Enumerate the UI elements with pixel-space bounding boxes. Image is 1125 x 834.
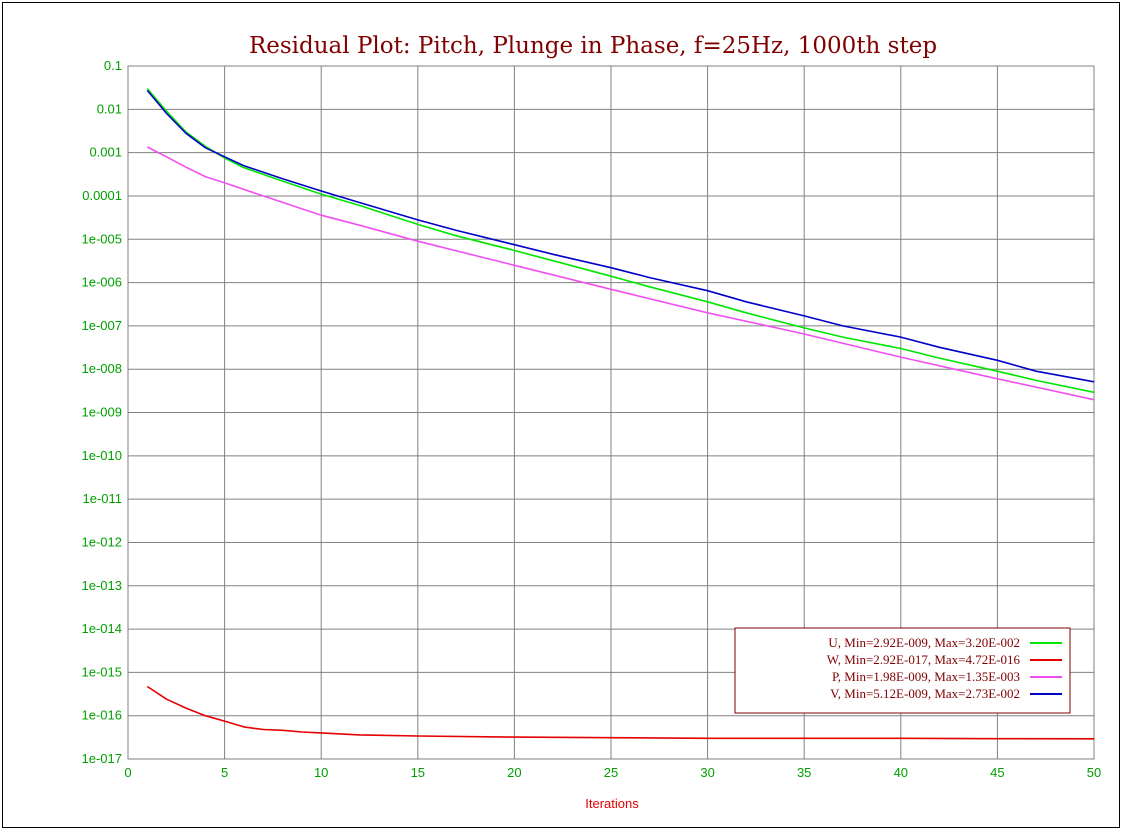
series-lines	[146, 88, 1095, 740]
y-tick-label: 1e-006	[82, 275, 122, 290]
x-tick-labels: 0 5 10 15 20 25 30 35 40 45 50	[124, 765, 1101, 780]
x-tick-label: 0	[124, 765, 131, 780]
y-tick-label: 1e-005	[82, 231, 122, 246]
legend: U, Min=2.92E-009, Max=3.20E-002 W, Min=2.…	[734, 627, 1071, 714]
x-axis-label: Iterations	[585, 796, 639, 811]
y-tick-label: 1e-013	[82, 578, 122, 593]
x-tick-label: 35	[797, 765, 811, 780]
x-tick-label: 40	[894, 765, 908, 780]
y-tick-label: 1e-007	[82, 318, 122, 333]
chart-title: Residual Plot: Pitch, Plunge in Phase, f…	[249, 33, 937, 59]
series-line-v	[146, 89, 1095, 383]
x-tick-label: 10	[314, 765, 328, 780]
x-tick-label: 5	[221, 765, 228, 780]
y-tick-labels: 1e-017 1e-016 1e-015 1e-014 1e-013 1e-012 1e-0…	[82, 58, 122, 766]
y-tick-label: 0.1	[104, 58, 122, 73]
legend-label: W, Min=2.92E-017, Max=4.72E-016	[827, 652, 1021, 667]
plot-border	[127, 65, 1095, 760]
y-tick-label: 0.0001	[82, 188, 122, 203]
y-tick-label: 1e-009	[82, 405, 122, 420]
legend-label: U, Min=2.92E-009, Max=3.20E-002	[828, 635, 1020, 650]
y-tick-label: 1e-011	[82, 491, 122, 506]
x-tick-label: 15	[411, 765, 425, 780]
y-tick-label: 1e-017	[82, 751, 122, 766]
x-tick-label: 50	[1087, 765, 1101, 780]
y-tick-label: 1e-012	[82, 534, 122, 549]
x-tick-label: 30	[700, 765, 714, 780]
y-tick-label: 1e-016	[82, 708, 122, 723]
legend-box	[734, 627, 1071, 714]
y-tick-label: 1e-015	[82, 664, 122, 679]
x-tick-label: 25	[604, 765, 618, 780]
y-tick-label: 1e-008	[82, 361, 122, 376]
legend-label: P, Min=1.98E-009, Max=1.35E-003	[832, 669, 1020, 684]
x-tick-label: 20	[507, 765, 521, 780]
y-tick-label: 1e-010	[82, 448, 122, 463]
y-tick-label: 1e-014	[82, 621, 122, 636]
series-line-w	[146, 685, 1095, 740]
x-tick-label: 45	[990, 765, 1004, 780]
y-tick-label: 0.001	[89, 145, 122, 160]
y-tick-label: 0.01	[97, 101, 122, 116]
series-line-p	[146, 146, 1095, 401]
legend-label: V, Min=5.12E-009, Max=2.73E-002	[830, 686, 1020, 701]
grid	[127, 65, 1095, 760]
series-line-u	[146, 88, 1095, 394]
